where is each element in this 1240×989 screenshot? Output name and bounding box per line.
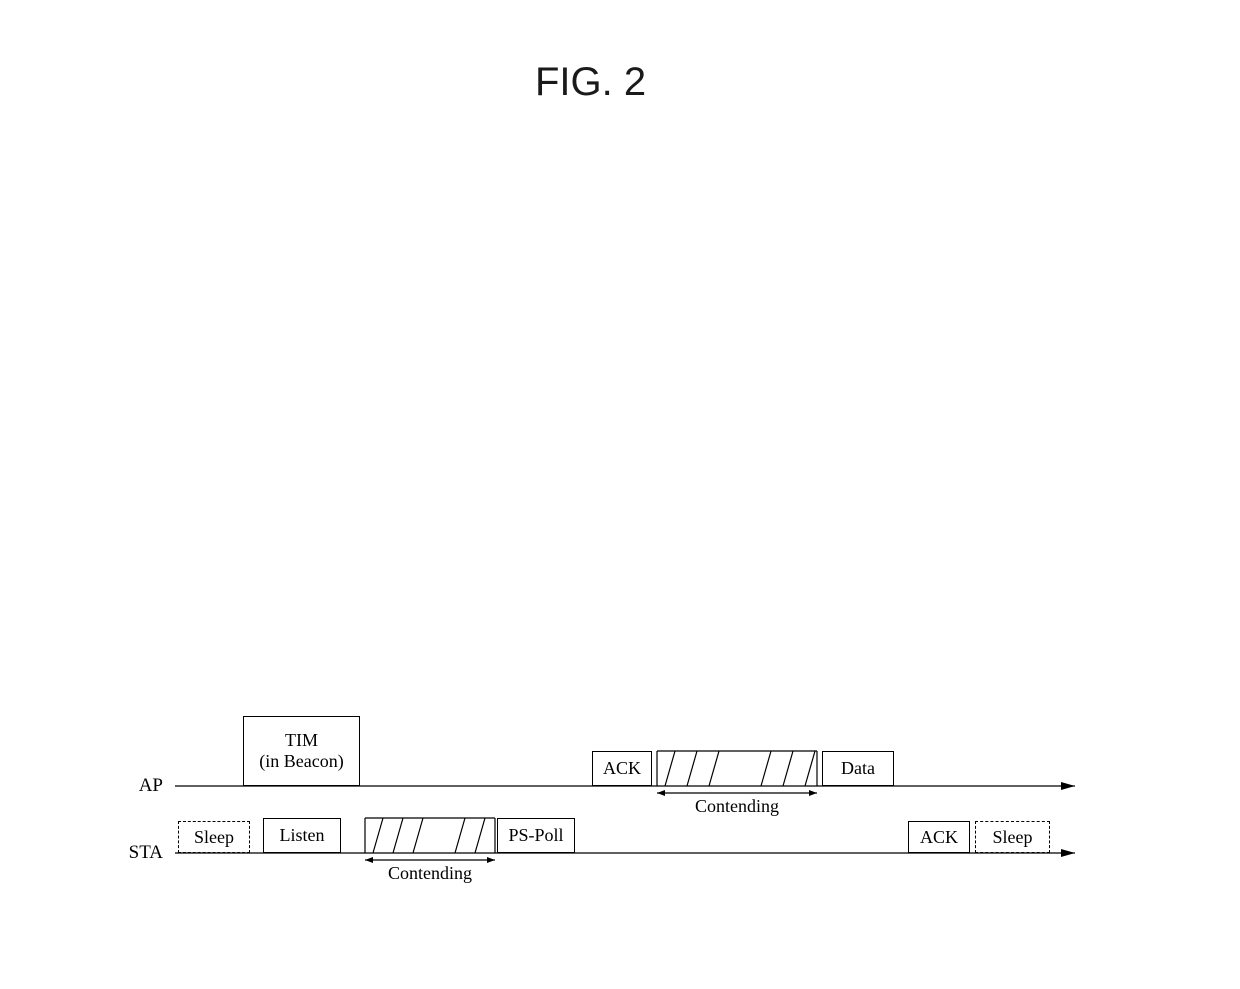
figure-canvas: FIG. 2 AP STA TIM(in Beacon) ACK Data Sl…: [0, 0, 1240, 989]
timeline-svg: [0, 0, 1240, 989]
